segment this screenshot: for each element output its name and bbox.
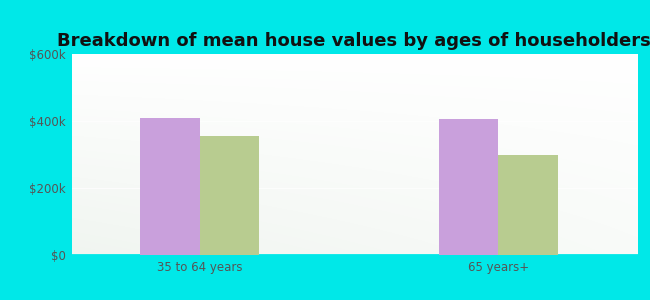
Bar (200, 136, 259, 255)
Title: Breakdown of mean house values by ages of householders: Breakdown of mean house values by ages o… (57, 32, 650, 50)
Bar (499, 154, 558, 255)
Bar (439, 119, 499, 255)
Legend: Creedmoor, Texas: Creedmoor, Texas (257, 298, 451, 300)
Bar (140, 118, 200, 255)
